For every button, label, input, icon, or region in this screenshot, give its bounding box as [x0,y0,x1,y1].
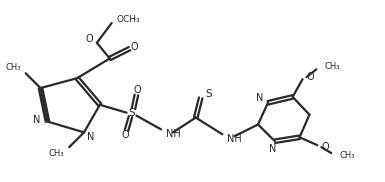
Text: CH₃: CH₃ [5,63,21,72]
Text: CH₃: CH₃ [324,62,340,71]
Text: N: N [87,132,94,142]
Text: S: S [206,89,212,99]
Text: O: O [122,130,129,140]
Text: N: N [256,93,263,103]
Text: OCH₃: OCH₃ [117,15,140,24]
Text: CH₃: CH₃ [339,151,355,159]
Text: O: O [321,142,329,152]
Text: O: O [131,42,138,52]
Text: O: O [306,72,314,82]
Text: O: O [134,85,141,95]
Text: CH₃: CH₃ [49,149,64,158]
Text: O: O [85,34,93,44]
Text: NH: NH [166,129,181,139]
Text: N: N [269,144,276,154]
Text: S: S [128,108,135,118]
Text: NH: NH [228,134,242,144]
Text: N: N [33,114,40,124]
